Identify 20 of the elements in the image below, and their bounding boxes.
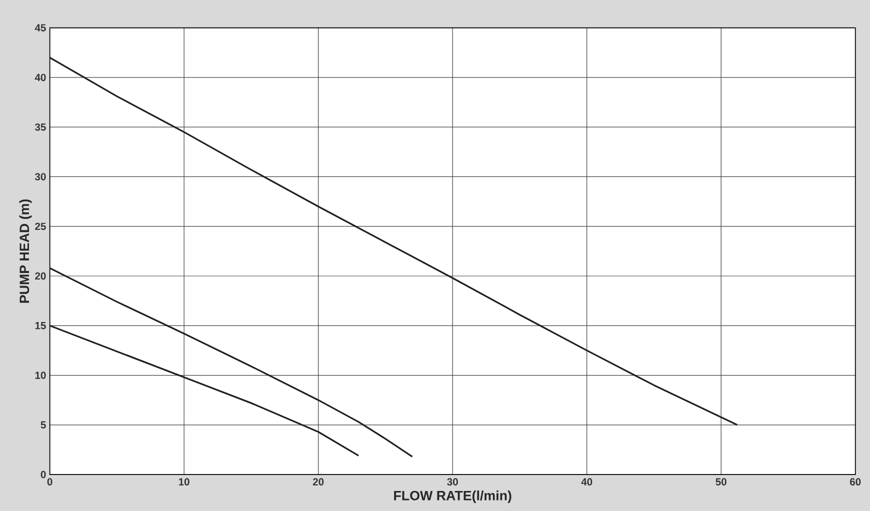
y-tick-label: 15 [35,322,46,330]
x-tick-label: 40 [581,478,592,486]
y-tick-label: 45 [34,24,46,32]
y-tick-label: 35 [34,123,46,131]
x-axis-title: FLOW RATE(l/min) [394,490,512,503]
y-tick-label: 10 [35,372,46,379]
y-tick-label: 0 [40,470,46,478]
line-series [50,267,414,458]
y-tick-label: 40 [34,74,46,82]
x-tick-label: 10 [178,478,190,486]
x-tick-label: 60 [850,478,861,486]
y-axis-title: PUMP HEAD (m) [19,199,32,303]
y-tick-label: 5 [40,421,46,428]
y-tick-label: 25 [35,222,46,230]
y-tick-label: 30 [34,173,46,180]
x-tick-label: 20 [312,478,324,486]
x-tick-label: 0 [47,478,52,486]
x-tick-label: 30 [447,478,458,486]
y-tick-label: 20 [35,272,46,280]
x-tick-label: 50 [716,478,726,486]
